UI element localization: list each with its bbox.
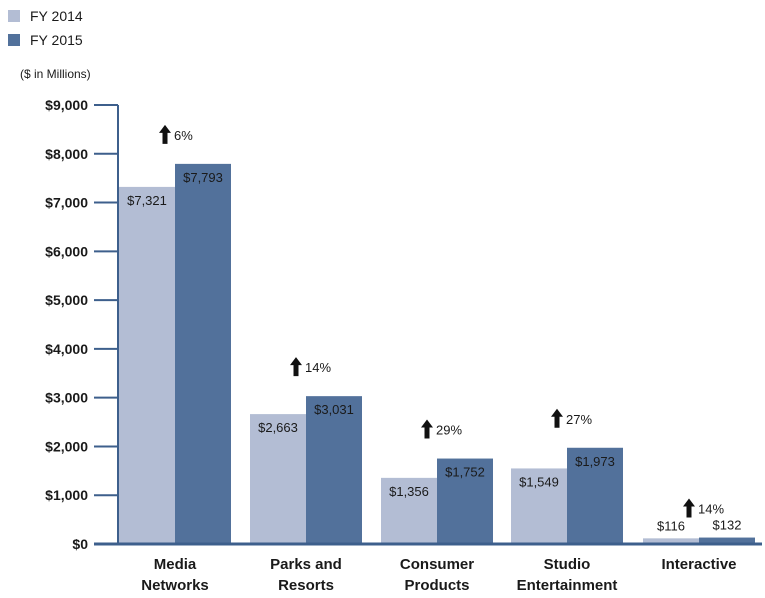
bar-value-label: $1,356 — [389, 484, 429, 499]
category-label: Studio — [544, 556, 591, 573]
up-arrow-icon — [290, 357, 302, 377]
y-tick-label: $4,000 — [45, 341, 88, 357]
bar-value-label: $1,549 — [519, 474, 559, 489]
up-arrow-icon — [683, 498, 695, 518]
category-label: Entertainment — [517, 577, 618, 594]
bar — [381, 477, 437, 544]
bar-value-label: $7,793 — [183, 170, 223, 185]
bars: $7,321 $7,793 $2,663 $3,031 $1,356 $1,752 $1,5… — [119, 163, 755, 545]
bar — [511, 468, 567, 544]
y-tick-label: $8,000 — [45, 146, 88, 162]
bar-value-label: $116 — [657, 518, 685, 533]
x-axis: Media Networks Parks and Resorts Consumer Pro… — [94, 542, 762, 594]
bar-value-label: $1,752 — [445, 465, 485, 480]
legend-label: FY 2014 — [30, 8, 83, 24]
change-percent: 14% — [698, 502, 724, 517]
y-tick-label: $7,000 — [45, 195, 88, 211]
y-tick-label: $9,000 — [45, 97, 88, 113]
change-percent: 6% — [174, 128, 193, 143]
category-label: Media — [154, 556, 197, 573]
change-annotation: 14% — [290, 357, 331, 377]
category-label: Networks — [141, 577, 209, 594]
bar — [643, 538, 699, 544]
bar — [306, 396, 362, 544]
bar-value-label: $132 — [713, 518, 742, 533]
up-arrow-icon — [421, 419, 433, 439]
bar — [175, 163, 231, 545]
change-percent: 29% — [436, 423, 462, 438]
up-arrow-icon — [551, 408, 563, 428]
legend-label: FY 2015 — [30, 32, 83, 48]
category-label: Consumer — [400, 556, 474, 573]
bar-value-label: $3,031 — [314, 402, 354, 417]
change-annotation: 6% — [159, 124, 193, 144]
y-tick-label: $6,000 — [45, 243, 88, 259]
bar-value-label: $1,973 — [575, 454, 615, 469]
bar-value-label: $7,321 — [127, 193, 167, 208]
bar — [699, 537, 755, 544]
y-tick-label: $0 — [72, 536, 88, 552]
bar — [119, 186, 175, 544]
y-tick-label: $5,000 — [45, 292, 88, 308]
change-annotation: 14% — [683, 498, 724, 518]
y-axis: $0 $1,000 $2,000 $3,000 $4,000 $5,000 $6,000 $7… — [45, 97, 119, 552]
up-arrow-icon — [159, 124, 171, 144]
change-annotation: 29% — [421, 419, 462, 439]
category-label: Resorts — [278, 577, 334, 594]
category-label: Interactive — [661, 556, 736, 573]
y-tick-label: $2,000 — [45, 438, 88, 454]
bar — [567, 447, 623, 544]
bar — [437, 458, 493, 544]
y-tick-label: $1,000 — [45, 487, 88, 503]
change-annotations: 6% 14% 29% 27% 14% — [159, 124, 724, 518]
change-percent: 14% — [305, 360, 331, 375]
legend-swatch — [8, 34, 20, 46]
bar-value-label: $2,663 — [258, 420, 298, 435]
category-label: Products — [404, 577, 469, 594]
category-label: Parks and — [270, 556, 342, 573]
unit-label: ($ in Millions) — [20, 67, 91, 81]
legend-swatch — [8, 10, 20, 22]
y-tick-label: $3,000 — [45, 390, 88, 406]
change-percent: 27% — [566, 412, 592, 427]
legend: FY 2014 FY 2015 — [8, 8, 83, 48]
change-annotation: 27% — [551, 408, 592, 428]
bar — [250, 414, 306, 544]
